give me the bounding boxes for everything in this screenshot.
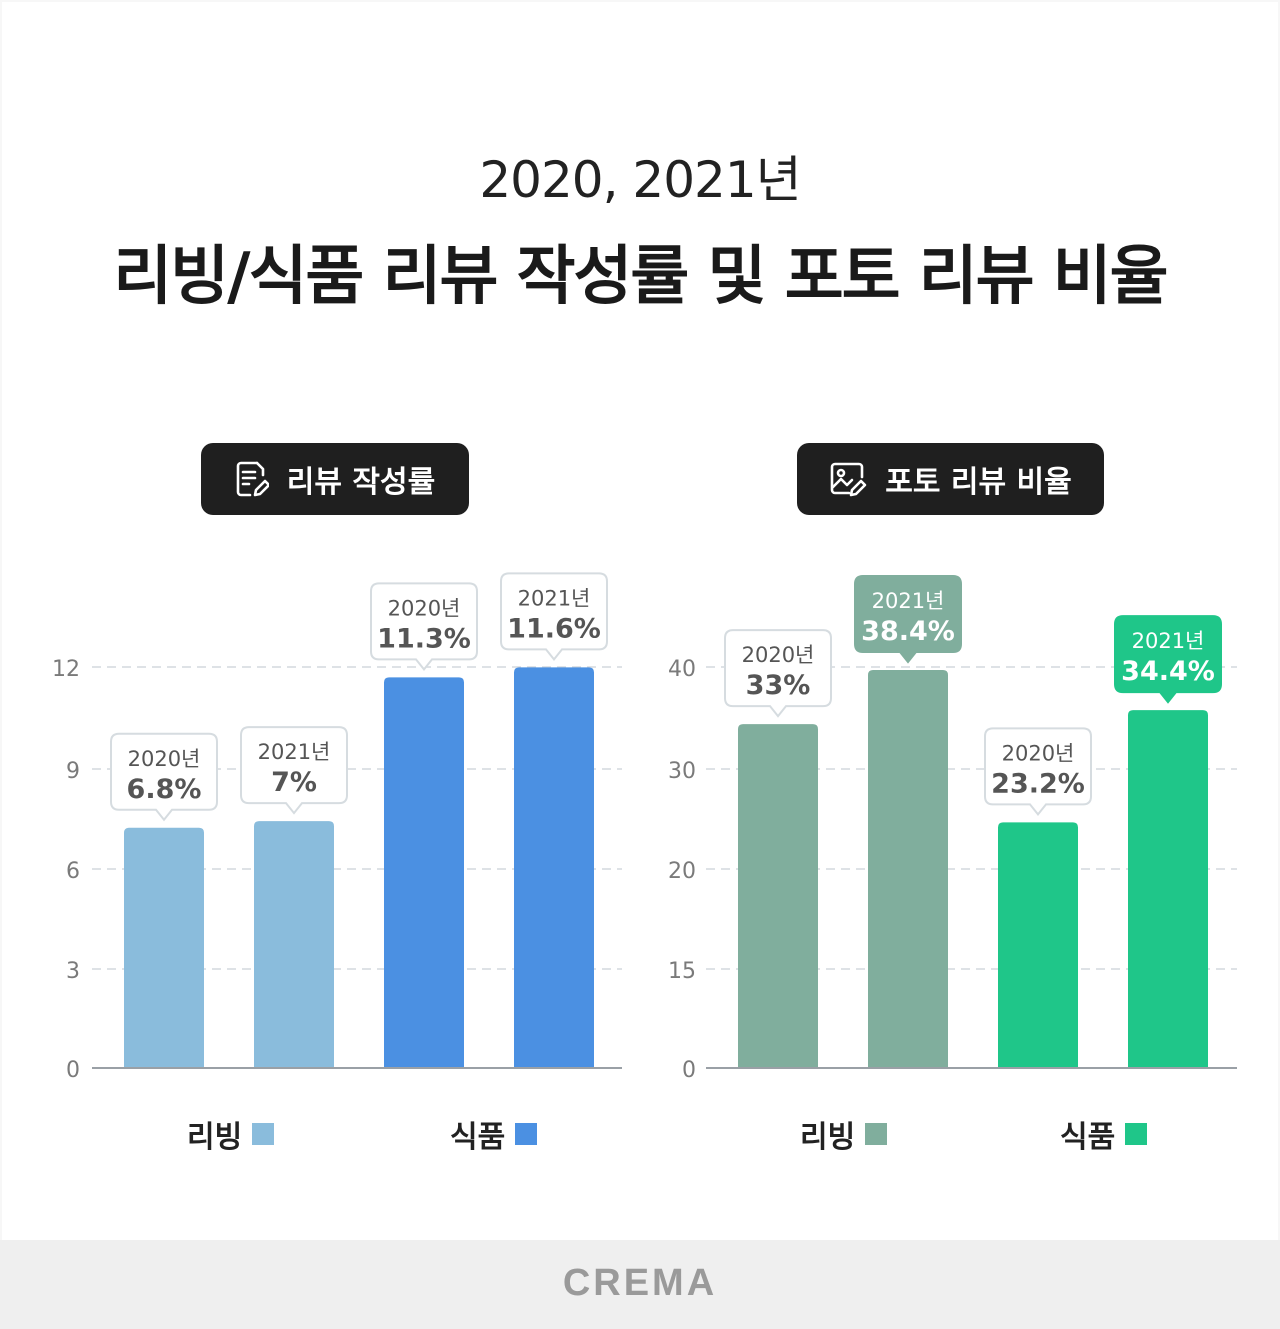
data-label: 11.6% [507, 613, 601, 644]
data-label: 38.4% [861, 616, 955, 647]
bar [514, 667, 594, 1068]
legend-label: 식품 [450, 1120, 506, 1155]
data-label: 7% [271, 767, 317, 798]
y-tick-label: 15 [668, 959, 696, 984]
y-tick-label: 6 [66, 859, 80, 884]
legend-item-living-2: 리빙 [800, 1112, 888, 1156]
y-tick-label: 0 [682, 1058, 696, 1083]
callout-year: 2020년 [742, 643, 815, 667]
bar [384, 677, 464, 1068]
legend-swatch [865, 1123, 888, 1145]
footer-bar [0, 1240, 1280, 1329]
data-callout [500, 572, 608, 661]
callout-year: 2021년 [1132, 629, 1205, 653]
callout-year: 2021년 [258, 740, 331, 764]
data-callout [110, 732, 218, 822]
legend-item-food-1: 식품 [450, 1112, 538, 1156]
subtitle: 2020, 2021년 [479, 151, 801, 209]
callout-year: 2020년 [128, 747, 201, 771]
legend-label: 리빙 [187, 1120, 243, 1155]
data-callout [240, 726, 348, 815]
data-label: 6.8% [127, 774, 202, 805]
data-callout [984, 727, 1092, 817]
data-callout [724, 629, 832, 718]
y-tick-label: 3 [66, 959, 80, 984]
y-tick-label: 30 [668, 759, 696, 784]
data-label: 33% [746, 670, 811, 701]
callout-year: 2020년 [1002, 741, 1075, 765]
panel-label-text: 포토 리뷰 비율 [885, 465, 1072, 500]
document-edit-icon [235, 460, 269, 498]
legend-item-living-1: 리빙 [187, 1112, 275, 1156]
data-label: 34.4% [1121, 656, 1215, 687]
y-tick-label: 40 [668, 657, 696, 682]
legend-item-food-2: 식품 [1060, 1112, 1148, 1156]
bar [868, 670, 948, 1068]
data-callout [1114, 615, 1222, 704]
panel-label-text: 리뷰 작성률 [286, 465, 436, 500]
brand-logo: CREMA [562, 1262, 718, 1304]
bar [998, 822, 1078, 1068]
legend-label: 리빙 [800, 1120, 856, 1155]
data-callout [854, 575, 962, 664]
legend-label: 식품 [1060, 1120, 1116, 1155]
legend-swatch [252, 1123, 275, 1145]
photo-edit-icon [829, 461, 867, 497]
charts-area: 0 3 6 9 12 2020년 6.8% 2021년 7% 2020년 11.3% 2021년 11.… [52, 572, 1237, 1083]
data-callout [370, 582, 478, 671]
bar [254, 821, 334, 1068]
data-label: 11.3% [377, 623, 471, 654]
y-tick-label: 9 [66, 759, 80, 784]
legend-swatch [515, 1123, 538, 1145]
panel-label-photo-ratio: 포토 리뷰 비율 [797, 443, 1104, 515]
callout-year: 2020년 [388, 596, 461, 620]
y-tick-label: 12 [52, 657, 80, 682]
bar [1128, 710, 1208, 1068]
bar [738, 724, 818, 1068]
page-title: 리빙/식품 리뷰 작성률 및 포토 리뷰 비율 [113, 240, 1168, 314]
callout-year: 2021년 [872, 589, 945, 613]
legend-swatch [1125, 1123, 1148, 1145]
y-tick-label: 20 [668, 859, 696, 884]
y-tick-label: 0 [66, 1058, 80, 1083]
bar [124, 827, 204, 1068]
panel-label-review-rate: 리뷰 작성률 [201, 443, 469, 515]
callout-year: 2021년 [518, 586, 591, 610]
data-label: 23.2% [991, 768, 1085, 799]
